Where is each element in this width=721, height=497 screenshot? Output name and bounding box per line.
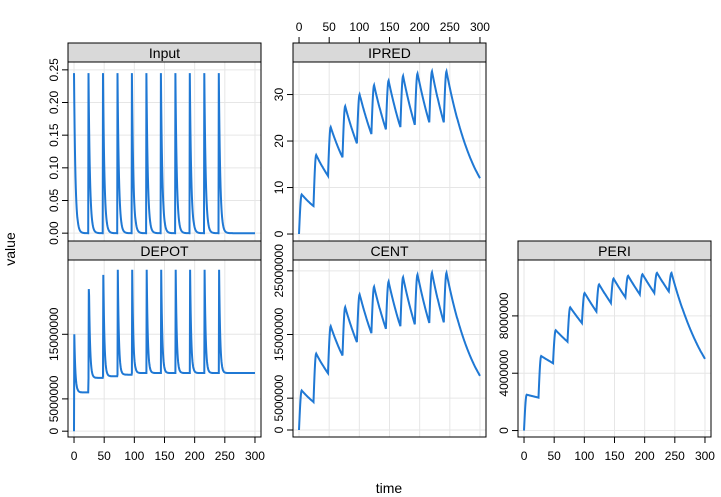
panel-cent-y-tick-label: 15000000 xyxy=(272,307,286,361)
panel-peri-x-tick-label: 100 xyxy=(574,449,594,463)
panel-peri-x-tick-label: 250 xyxy=(665,449,685,463)
panel-input-y-tick-label: 0.20 xyxy=(47,91,61,115)
panel-ipred-series-line xyxy=(298,67,481,235)
panel-depot-y-tick-label: 15000000 xyxy=(47,307,61,361)
panel-depot-series-line xyxy=(73,269,255,432)
panel-depot-x-tick-label: 150 xyxy=(154,449,174,463)
panel-cent-y-tick-label: 0 xyxy=(272,426,286,433)
panel-ipred-y-tick-label: 30 xyxy=(272,88,286,102)
panel-depot-title: DEPOT xyxy=(140,243,189,259)
panel-cent-frame xyxy=(292,259,487,438)
panel-depot-x-tick-label: 100 xyxy=(124,449,144,463)
y-axis-title: value xyxy=(2,232,18,266)
panel-cent-y-tick-label: 25000000 xyxy=(272,244,286,298)
panel-depot-x-tick-label: 50 xyxy=(98,449,112,463)
panel-peri-series-line xyxy=(523,270,706,431)
panel-input-y-tick-label: 0.10 xyxy=(47,156,61,180)
panels-group: Input 0.00 0.05 0.10 0.15 0.20 0.25 IPRED 0 10 20 3… xyxy=(47,20,715,463)
panel-input-title: Input xyxy=(149,45,180,61)
panel-peri-x-tick-label: 300 xyxy=(695,449,715,463)
panel-ipred-y-tick-label: 20 xyxy=(272,134,286,148)
panel-ipred-x-tick-label: 100 xyxy=(349,20,369,34)
x-axis-title: time xyxy=(376,480,403,496)
panel-depot-y-tick-label: 0 xyxy=(47,428,61,435)
panel-cent: CENT 0 5000000 15000000 25000000 xyxy=(272,240,487,438)
panel-ipred-x-tick-label: 50 xyxy=(323,20,337,34)
panel-depot-y-tick-label: 5000000 xyxy=(47,375,61,422)
panel-peri-y-tick-label: 0 xyxy=(497,427,511,434)
panel-ipred-x-tick-label: 200 xyxy=(410,20,430,34)
panel-peri-title: PERI xyxy=(598,243,631,259)
panel-cent-series-line xyxy=(298,268,481,431)
panel-cent-title: CENT xyxy=(370,243,409,259)
panel-peri-y-tick-label: 8000000 xyxy=(497,292,511,339)
panel-input-y-tick-label: 0.05 xyxy=(47,188,61,212)
panel-depot-x-tick-label: 250 xyxy=(215,449,235,463)
panel-ipred-y-tick-label: 10 xyxy=(272,181,286,195)
panel-depot-x-tick-label: 300 xyxy=(245,449,265,463)
panel-ipred-x-tick-label: 0 xyxy=(296,20,303,34)
panel-input-series-line xyxy=(73,73,255,235)
panel-peri: PERI 0 4000000 8000000 0 50 100 150 200 250 300 xyxy=(497,240,715,463)
panel-ipred-title: IPRED xyxy=(368,45,411,61)
panel-input-y-tick-label: 0.00 xyxy=(47,221,61,245)
panel-input-y-tick-label: 0.15 xyxy=(47,123,61,147)
panel-input: Input 0.00 0.05 0.10 0.15 0.20 0.25 xyxy=(47,42,262,245)
panel-peri-x-tick-label: 50 xyxy=(548,449,562,463)
panel-cent-y-tick-label: 5000000 xyxy=(272,374,286,421)
panel-ipred-x-tick-label: 300 xyxy=(470,20,490,34)
panel-peri-x-tick-label: 0 xyxy=(521,449,528,463)
panel-ipred-y-tick-label: 0 xyxy=(272,230,286,237)
panel-depot-x-tick-label: 200 xyxy=(185,449,205,463)
panel-peri-x-tick-label: 200 xyxy=(635,449,655,463)
panel-ipred-x-tick-label: 250 xyxy=(440,20,460,34)
panel-ipred-x-tick-label: 150 xyxy=(379,20,399,34)
panel-depot-x-tick-label: 0 xyxy=(71,449,78,463)
panel-depot: DEPOT 0 5000000 15000000 0 50 100 150 200 250 300 xyxy=(47,240,265,463)
panel-peri-y-tick-label: 4000000 xyxy=(497,350,511,397)
panel-peri-x-tick-label: 150 xyxy=(604,449,624,463)
panel-input-y-tick-label: 0.25 xyxy=(47,58,61,82)
